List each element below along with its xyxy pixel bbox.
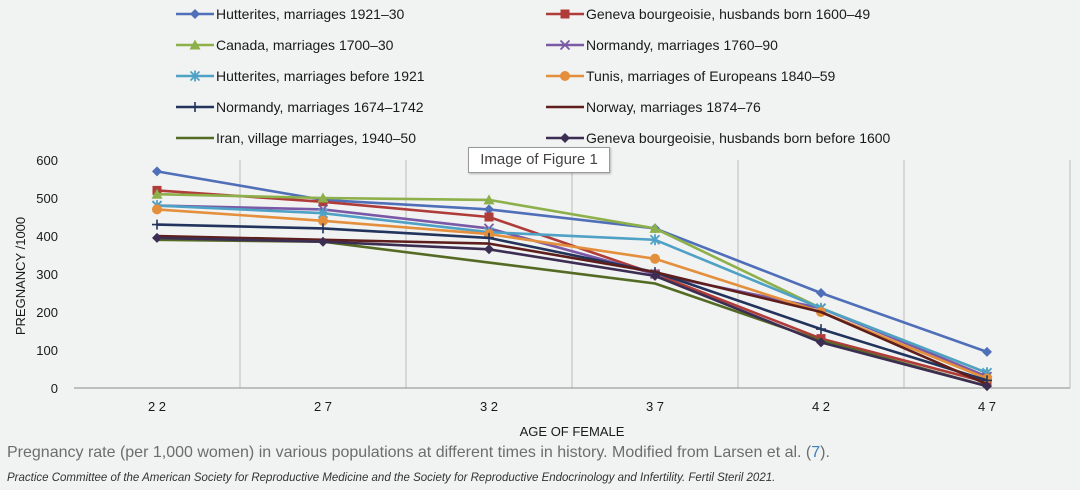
- legend-item: Hutterites, marriages before 1921: [176, 68, 425, 84]
- figure-caption: Pregnancy rate (per 1,000 women) in vari…: [7, 444, 830, 462]
- legend-swatch-marker: [190, 102, 200, 112]
- legend-item: Tunis, marriages of Europeans 1840–59: [546, 68, 836, 84]
- data-point: [484, 204, 494, 215]
- legend-swatch-marker: [189, 39, 201, 50]
- caption-end: ).: [820, 444, 830, 461]
- legend-label: Iran, village marriages, 1940–50: [216, 130, 416, 146]
- y-tick-label: 200: [36, 305, 58, 320]
- legend-swatch-marker: [190, 9, 200, 19]
- data-point: [816, 324, 826, 335]
- y-tick-label: 500: [36, 191, 58, 206]
- legend-item: Hutterites, marriages 1921–30: [176, 6, 405, 22]
- data-point: [318, 215, 328, 226]
- x-tick-label: 2 2: [148, 399, 166, 414]
- chart-legend: Hutterites, marriages 1921–30 Geneva bour…: [176, 6, 891, 146]
- legend-swatch-marker: [189, 70, 201, 82]
- caption-text: Pregnancy rate (per 1,000 women) in vari…: [7, 444, 812, 461]
- legend-label: Hutterites, marriages before 1921: [216, 68, 425, 84]
- data-point: [650, 270, 660, 281]
- x-tick-label: 2 7: [314, 399, 332, 414]
- series-line: [156, 236, 988, 388]
- data-point: [152, 219, 162, 230]
- series-line: [156, 234, 988, 386]
- data-point: [484, 244, 494, 255]
- legend-item: Norway, marriages 1874–76: [546, 99, 761, 115]
- data-point: [484, 232, 494, 243]
- chart-grid: [74, 160, 1071, 389]
- x-axis: 2 2 2 7 3 2 3 7 4 2 4 7: [148, 399, 996, 414]
- legend-label: Normandy, marriages 1674–1742: [216, 99, 424, 115]
- reference-link[interactable]: 7: [811, 444, 821, 461]
- legend-swatch-marker: [560, 9, 570, 19]
- legend-swatch-marker: [560, 71, 570, 81]
- legend-label: Tunis, marriages of Europeans 1840–59: [586, 68, 836, 84]
- y-tick-label: 600: [36, 153, 58, 168]
- data-point: [318, 236, 328, 247]
- series-line: [156, 170, 988, 354]
- series-group: [156, 234, 988, 386]
- data-point: [484, 212, 494, 222]
- y-axis-title: PREGNANCY /1000: [13, 217, 28, 335]
- legend-item: Iran, village marriages, 1940–50: [176, 130, 416, 146]
- legend-item: Geneva bourgeoisie, husbands born before…: [546, 130, 891, 146]
- legend-item: Geneva bourgeoisie, husbands born 1600–4…: [546, 6, 870, 22]
- data-point: [152, 166, 162, 177]
- data-point: [816, 288, 826, 298]
- series-line: [156, 223, 988, 382]
- data-point: [650, 253, 660, 264]
- x-axis-title: AGE OF FEMALE: [520, 424, 625, 439]
- legend-swatch-marker: [559, 39, 571, 51]
- chart-series: [151, 166, 993, 392]
- data-point: [318, 223, 328, 234]
- y-tick-label: 400: [36, 229, 58, 244]
- figure-credit: Practice Committee of the American Socie…: [7, 472, 776, 484]
- legend-label: Geneva bourgeoisie, husbands born 1600–4…: [586, 6, 870, 22]
- legend-item: Normandy, marriages 1674–1742: [176, 99, 424, 115]
- legend-label: Normandy, marriages 1760–90: [586, 37, 778, 53]
- data-point: [982, 381, 992, 392]
- x-tick-label: 3 2: [480, 399, 498, 414]
- data-point: [649, 222, 661, 233]
- figure-tooltip: Image of Figure 1: [468, 147, 610, 173]
- data-point: [152, 232, 162, 243]
- legend-item: Canada, marriages 1700–30: [176, 37, 394, 53]
- legend-label: Canada, marriages 1700–30: [216, 37, 394, 53]
- data-point: [816, 337, 826, 348]
- series-line: [156, 204, 988, 375]
- x-tick-label: 4 7: [978, 399, 996, 414]
- series-group: [152, 232, 992, 392]
- y-tick-label: 100: [36, 343, 58, 358]
- legend-swatch-marker: [560, 133, 570, 143]
- legend-label: Norway, marriages 1874–76: [586, 99, 761, 115]
- x-tick-label: 4 2: [812, 399, 830, 414]
- data-point: [151, 188, 163, 199]
- y-tick-label: 0: [51, 381, 58, 396]
- legend-label: Hutterites, marriages 1921–30: [216, 6, 405, 22]
- pregnancy-rate-chart: Hutterites, marriages 1921–30 Geneva bour…: [13, 6, 1071, 439]
- data-point: [152, 204, 162, 215]
- legend-label: Geneva bourgeoisie, husbands born before…: [586, 130, 891, 146]
- y-tick-label: 300: [36, 267, 58, 282]
- data-point: [649, 234, 661, 246]
- data-point: [982, 346, 992, 357]
- y-axis: 0 100 200 300 400 500 600: [36, 153, 58, 396]
- data-point: [483, 194, 495, 205]
- x-tick-label: 3 7: [646, 399, 664, 414]
- legend-item: Normandy, marriages 1760–90: [546, 37, 778, 53]
- data-point: [317, 192, 329, 203]
